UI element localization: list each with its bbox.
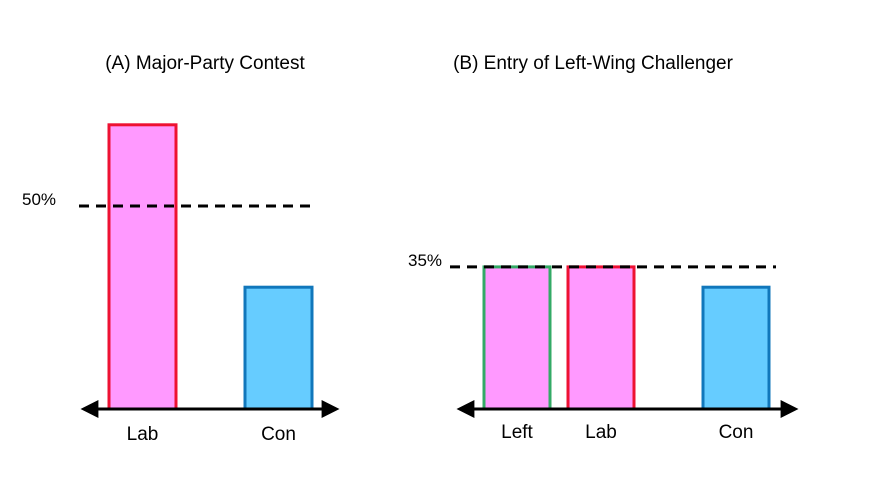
panel-b: (B) Entry of Left-Wing Challenger 35% Le… [408, 53, 799, 443]
panel-b-bar-left [482, 265, 552, 411]
panel-a-bar-lab [107, 123, 178, 411]
panel-b-tick-label-con: Con [719, 422, 754, 443]
panel-a-tick-label-con: Con [261, 424, 296, 445]
panel-b-reference-label: 35% [408, 251, 442, 270]
panel-a-title: (A) Major-Party Contest [105, 53, 305, 74]
panel-b-title: (B) Entry of Left-Wing Challenger [453, 53, 734, 74]
panel-a-bar-con [243, 285, 314, 411]
panel-b-bar-lab [566, 265, 636, 411]
panel-b-tick-label-lab: Lab [585, 422, 617, 443]
panel-a-reference-label: 50% [22, 190, 56, 209]
panel-b-tick-label-left: Left [501, 422, 533, 443]
panel-b-bar-con [701, 285, 771, 411]
panel-a-tick-label-lab: Lab [127, 424, 159, 445]
panel-a: (A) Major-Party Contest 50% Lab Con [22, 53, 340, 445]
